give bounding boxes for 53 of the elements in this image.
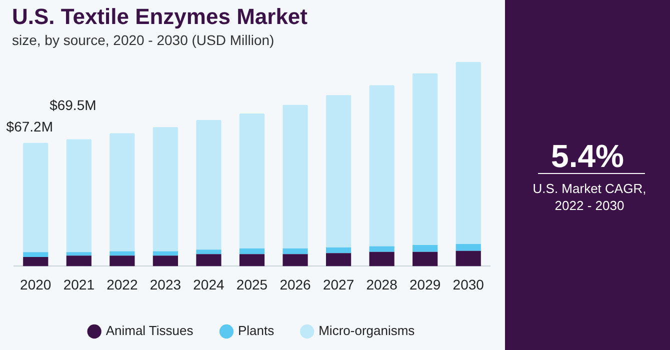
bar xyxy=(369,252,394,266)
annotation: $67.2M xyxy=(6,118,53,135)
bar xyxy=(412,244,438,252)
bar xyxy=(456,244,481,251)
bar xyxy=(23,142,48,252)
bar xyxy=(196,254,222,266)
x-tick-label: 2029 xyxy=(410,276,441,292)
x-tick-label: 2028 xyxy=(366,276,398,292)
x-tick-label: 2024 xyxy=(193,276,225,292)
x-tick-label: 2030 xyxy=(452,276,484,292)
legend-label: Micro-organisms xyxy=(318,323,416,338)
bar xyxy=(152,251,178,256)
bar xyxy=(326,95,352,248)
bar xyxy=(326,247,352,254)
x-tick-label: 2026 xyxy=(280,276,312,292)
legend-label: Animal Tissues xyxy=(106,323,194,338)
x-tick-label: 2020 xyxy=(20,276,52,292)
x-tick-label: 2025 xyxy=(236,276,268,292)
bar xyxy=(239,113,265,248)
bar xyxy=(23,252,48,258)
bar xyxy=(110,133,135,252)
text: 5.4% xyxy=(550,138,625,175)
bar xyxy=(369,246,394,252)
bar xyxy=(282,254,308,266)
bar xyxy=(66,139,92,252)
bar xyxy=(110,256,135,266)
bar xyxy=(152,127,178,252)
x-tick-label: 2021 xyxy=(63,276,95,292)
legend-label: Plants xyxy=(238,323,275,338)
bar xyxy=(326,253,352,266)
chart-subtitle: size, by source, 2020 - 2030 (USD Million) xyxy=(12,32,274,48)
annotation: $69.5M xyxy=(50,97,96,114)
bar xyxy=(23,257,48,266)
bar xyxy=(239,248,265,254)
x-tick-label: 2022 xyxy=(106,276,138,292)
bar xyxy=(239,254,265,266)
bar xyxy=(412,73,438,245)
text: U.S. Market CAGR, 2022 - 2030 xyxy=(532,180,648,214)
bar xyxy=(456,250,481,266)
chart-title: U.S. Textile Enzymes Market xyxy=(12,4,308,30)
bar xyxy=(152,256,178,266)
bar xyxy=(456,62,481,244)
bar xyxy=(66,252,92,256)
bar xyxy=(282,248,308,254)
bar xyxy=(66,256,92,266)
bar xyxy=(412,252,438,266)
x-tick-label: 2027 xyxy=(322,276,354,292)
bar xyxy=(282,104,308,248)
bar xyxy=(369,85,394,246)
bar xyxy=(196,120,222,250)
bar xyxy=(110,251,135,256)
x-tick-label: 2023 xyxy=(150,276,182,292)
bar xyxy=(196,250,222,254)
